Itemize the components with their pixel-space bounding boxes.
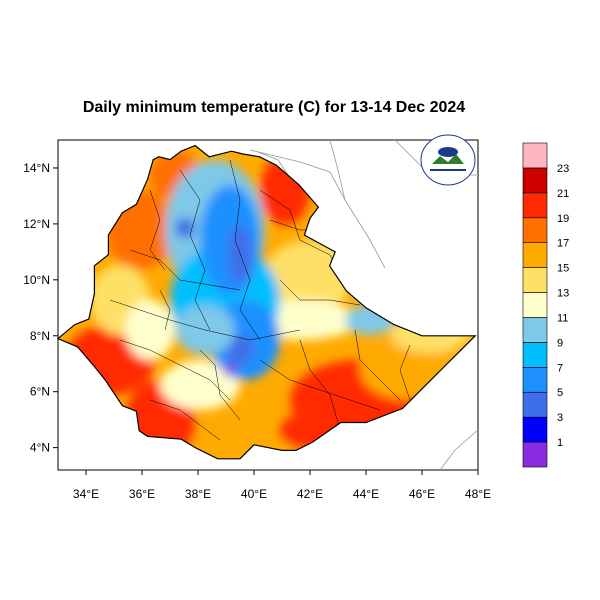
colorbar: 23 21 19 17 15 13 11 9 7 5 3 1 [522, 142, 569, 468]
y-axis: 4°N 6°N 8°N 10°N 12°N 14°N [23, 161, 58, 455]
admin-boundaries [109, 159, 411, 441]
colorbar-swatch [522, 267, 548, 293]
colorbar-label: 5 [557, 387, 563, 399]
colorbar-label: 9 [557, 337, 563, 349]
ethiopian-meteorology-institute-logo [420, 134, 476, 186]
y-tick-label: 4°N [30, 441, 50, 455]
colorbar-swatch [522, 441, 548, 468]
colorbar-label: 21 [557, 188, 569, 200]
colorbar-swatch [522, 391, 548, 418]
colorbar-swatch [522, 416, 548, 443]
neighbor-borders [249, 139, 479, 471]
colorbar-label: 17 [557, 238, 569, 250]
x-tick-label: 36°E [129, 487, 155, 501]
colorbar-label: 13 [557, 288, 569, 300]
x-tick-label: 42°E [297, 487, 323, 501]
colorbar-swatch [522, 242, 548, 268]
x-tick-label: 48°E [465, 487, 491, 501]
y-tick-label: 8°N [30, 329, 50, 343]
colorbar-label: 1 [557, 437, 563, 449]
y-tick-label: 6°N [30, 385, 50, 399]
colorbar-label: 19 [557, 213, 569, 225]
chart-title: Daily minimum temperature (C) for 13-14 … [83, 99, 465, 116]
y-tick-label: 10°N [23, 273, 50, 287]
colorbar-swatch [522, 342, 548, 368]
colorbar-label: 15 [557, 263, 569, 275]
institute-logo [420, 134, 476, 186]
x-tick-label: 46°E [409, 487, 435, 501]
colorbar-swatch [522, 317, 548, 343]
x-tick-label: 34°E [73, 487, 99, 501]
colorbar-swatch [522, 142, 548, 169]
y-tick-label: 12°N [23, 217, 50, 231]
colorbar-label: 7 [557, 362, 563, 374]
y-tick-label: 14°N [23, 161, 50, 175]
colorbar-label: 3 [557, 412, 563, 424]
x-axis: 34°E 36°E 38°E 40°E 42°E 44°E 46°E 48°E [73, 470, 491, 501]
colorbar-swatch [522, 167, 548, 194]
x-tick-label: 38°E [185, 487, 211, 501]
x-tick-label: 44°E [353, 487, 379, 501]
x-tick-label: 40°E [241, 487, 267, 501]
ethiopia-outline [56, 144, 477, 460]
colorbar-swatch [522, 292, 548, 318]
colorbar-swatch [522, 367, 548, 393]
colorbar-label: 23 [557, 163, 569, 175]
plot-area [56, 134, 479, 471]
colorbar-swatch [522, 192, 548, 219]
colorbar-label: 11 [557, 312, 568, 324]
colorbar-swatch [522, 217, 548, 243]
